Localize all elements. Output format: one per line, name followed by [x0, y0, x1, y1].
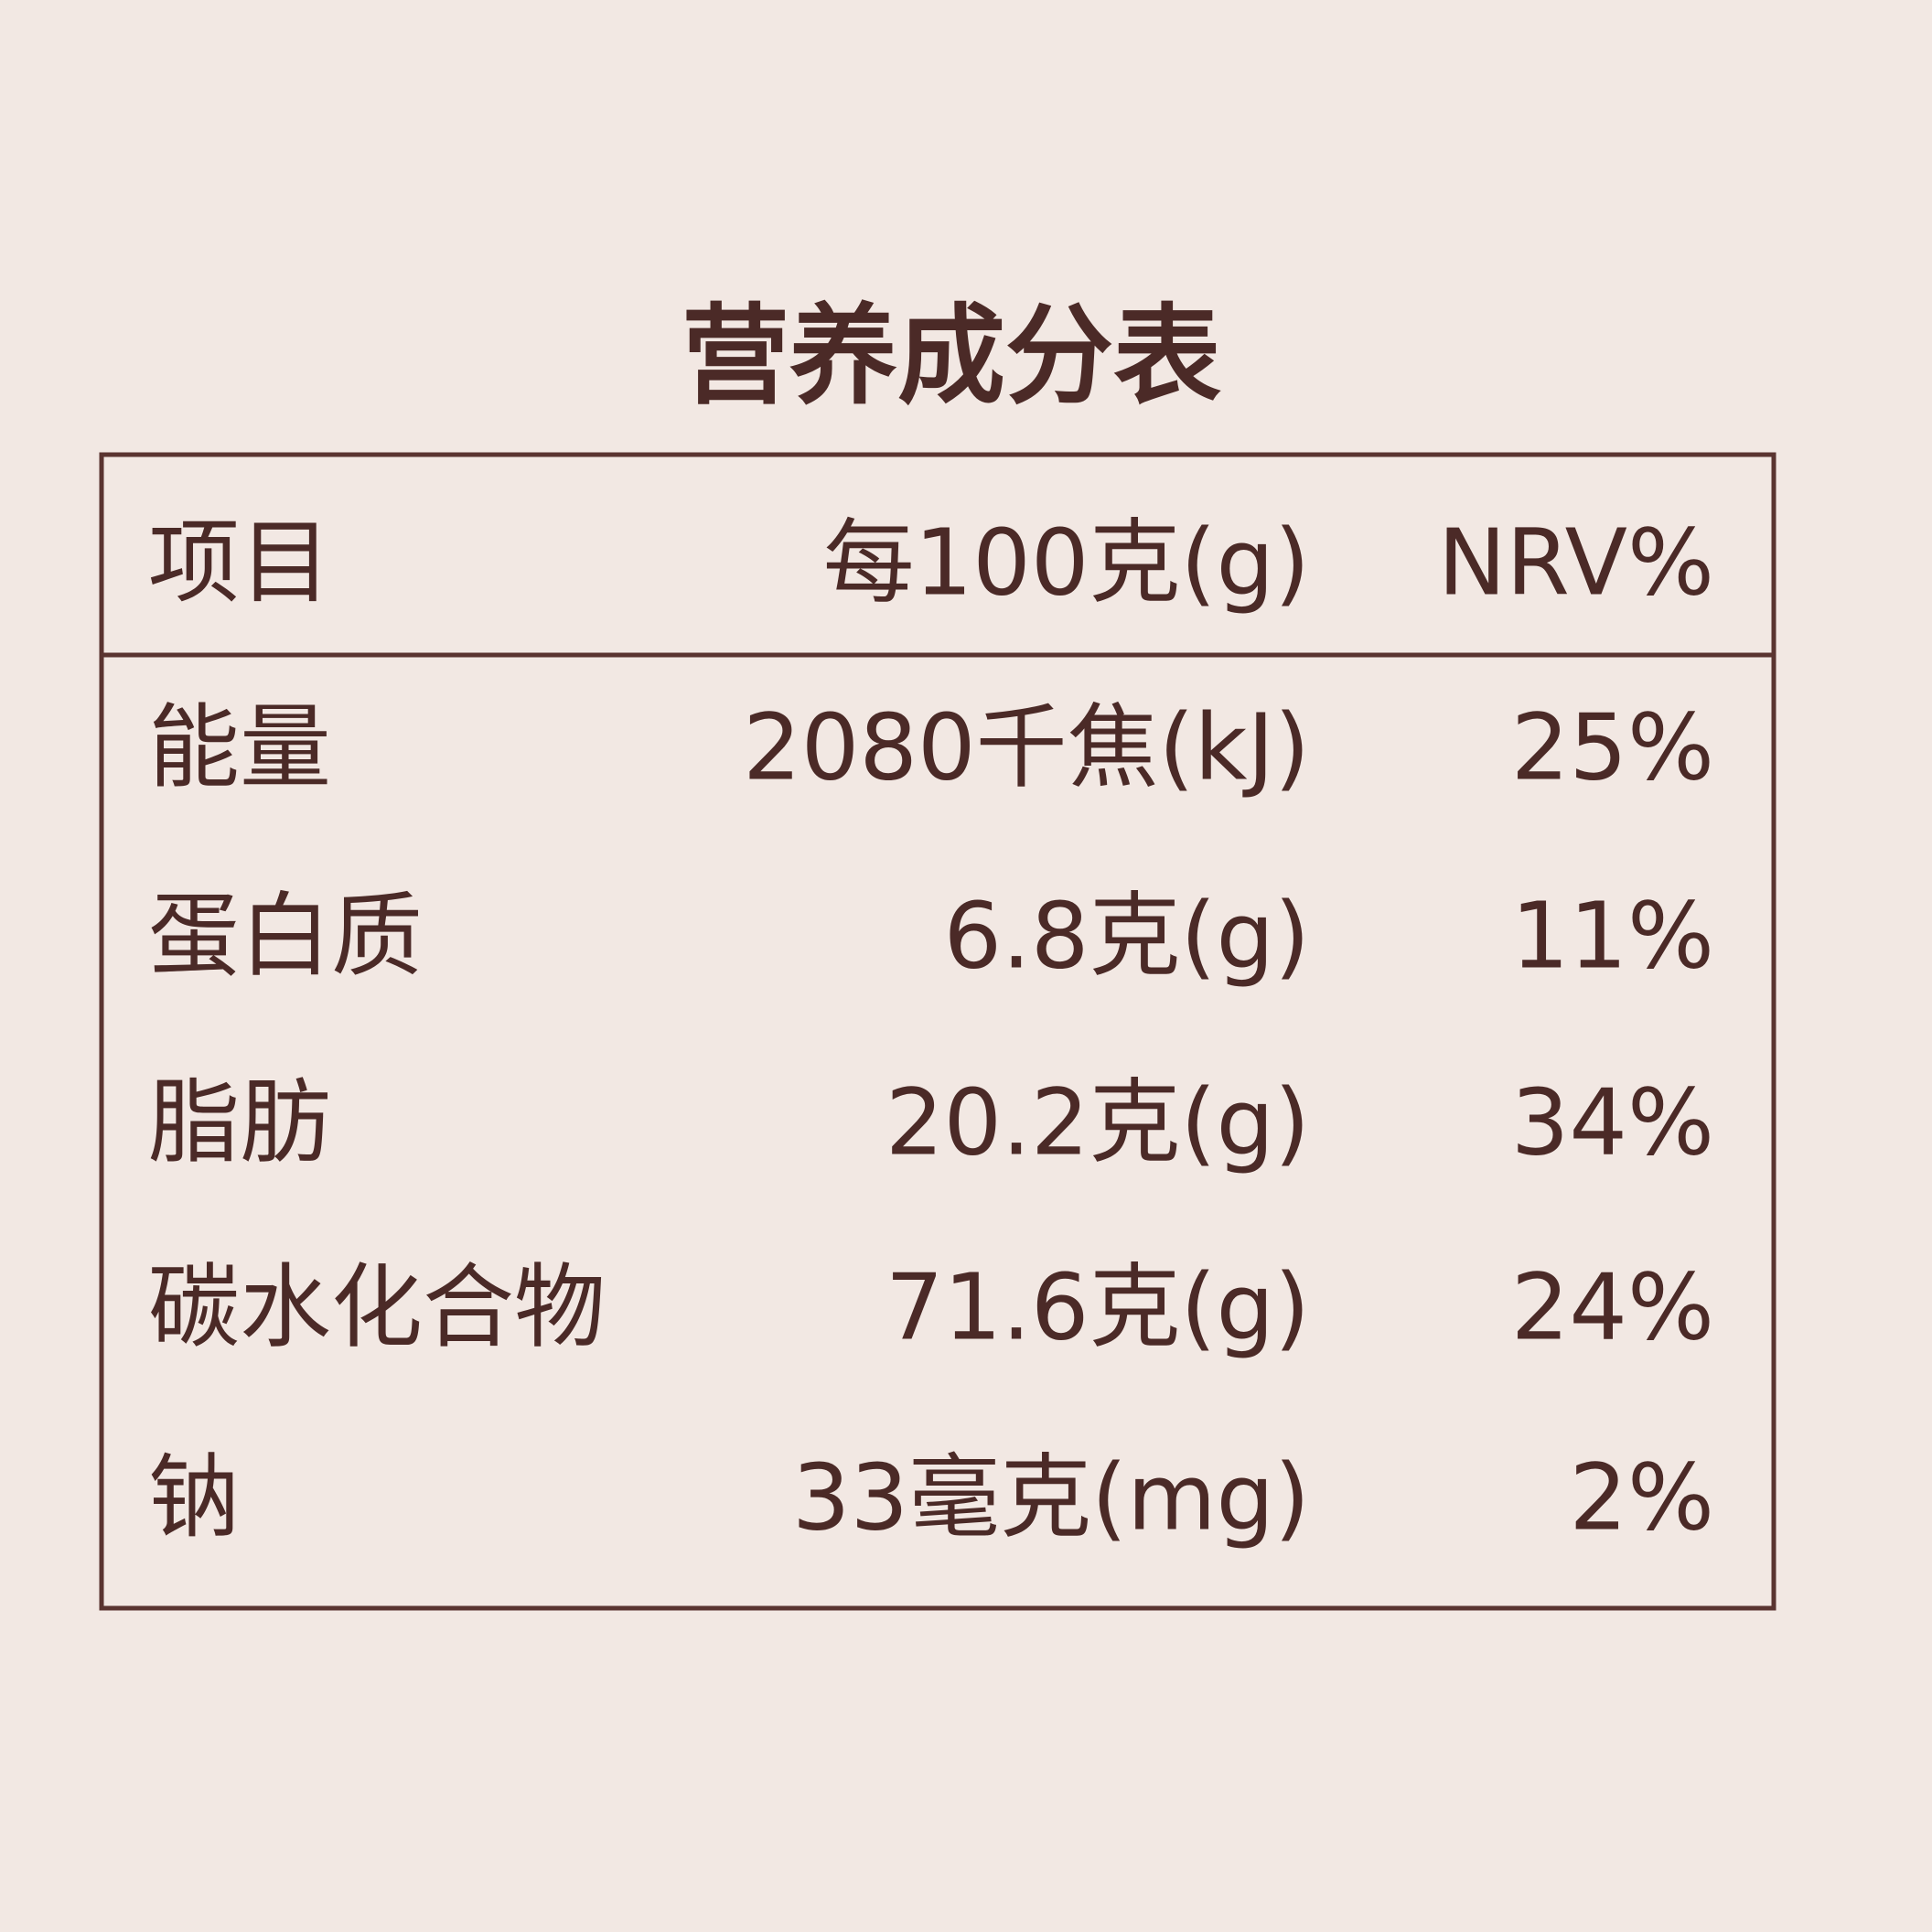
cell-nrv: 24%: [1511, 1253, 1714, 1360]
cell-item: 脂肪: [148, 1068, 331, 1175]
table-body: 项目 每100克(g) NRV% 能量 2080千焦(kJ) 25% 蛋白质 6.8克(g) 1…: [148, 509, 1714, 1551]
header-per-100g: 每100克(g): [823, 509, 1310, 616]
cell-per-100g: 33毫克(mg): [792, 1444, 1310, 1551]
cell-item: 蛋白质: [148, 882, 423, 989]
header-item: 项目: [148, 509, 331, 616]
table-title: 营养成分表: [682, 293, 1221, 419]
cell-per-100g: 20.2克(g): [886, 1068, 1310, 1175]
cell-nrv: 25%: [1511, 693, 1714, 800]
cell-item: 碳水化合物: [148, 1253, 606, 1360]
cell-item: 钠: [148, 1444, 240, 1551]
cell-nrv: 2%: [1569, 1444, 1714, 1551]
table-border: [99, 452, 1776, 1611]
cell-per-100g: 2080千焦(kJ): [743, 693, 1310, 800]
cell-item: 能量: [148, 693, 331, 800]
cell-per-100g: 6.8克(g): [943, 882, 1310, 989]
cell-nrv: 34%: [1511, 1068, 1714, 1175]
cell-nrv: 11%: [1511, 882, 1714, 989]
cell-per-100g: 71.6克(g): [886, 1253, 1310, 1360]
header-nrv: NRV%: [1438, 509, 1714, 616]
